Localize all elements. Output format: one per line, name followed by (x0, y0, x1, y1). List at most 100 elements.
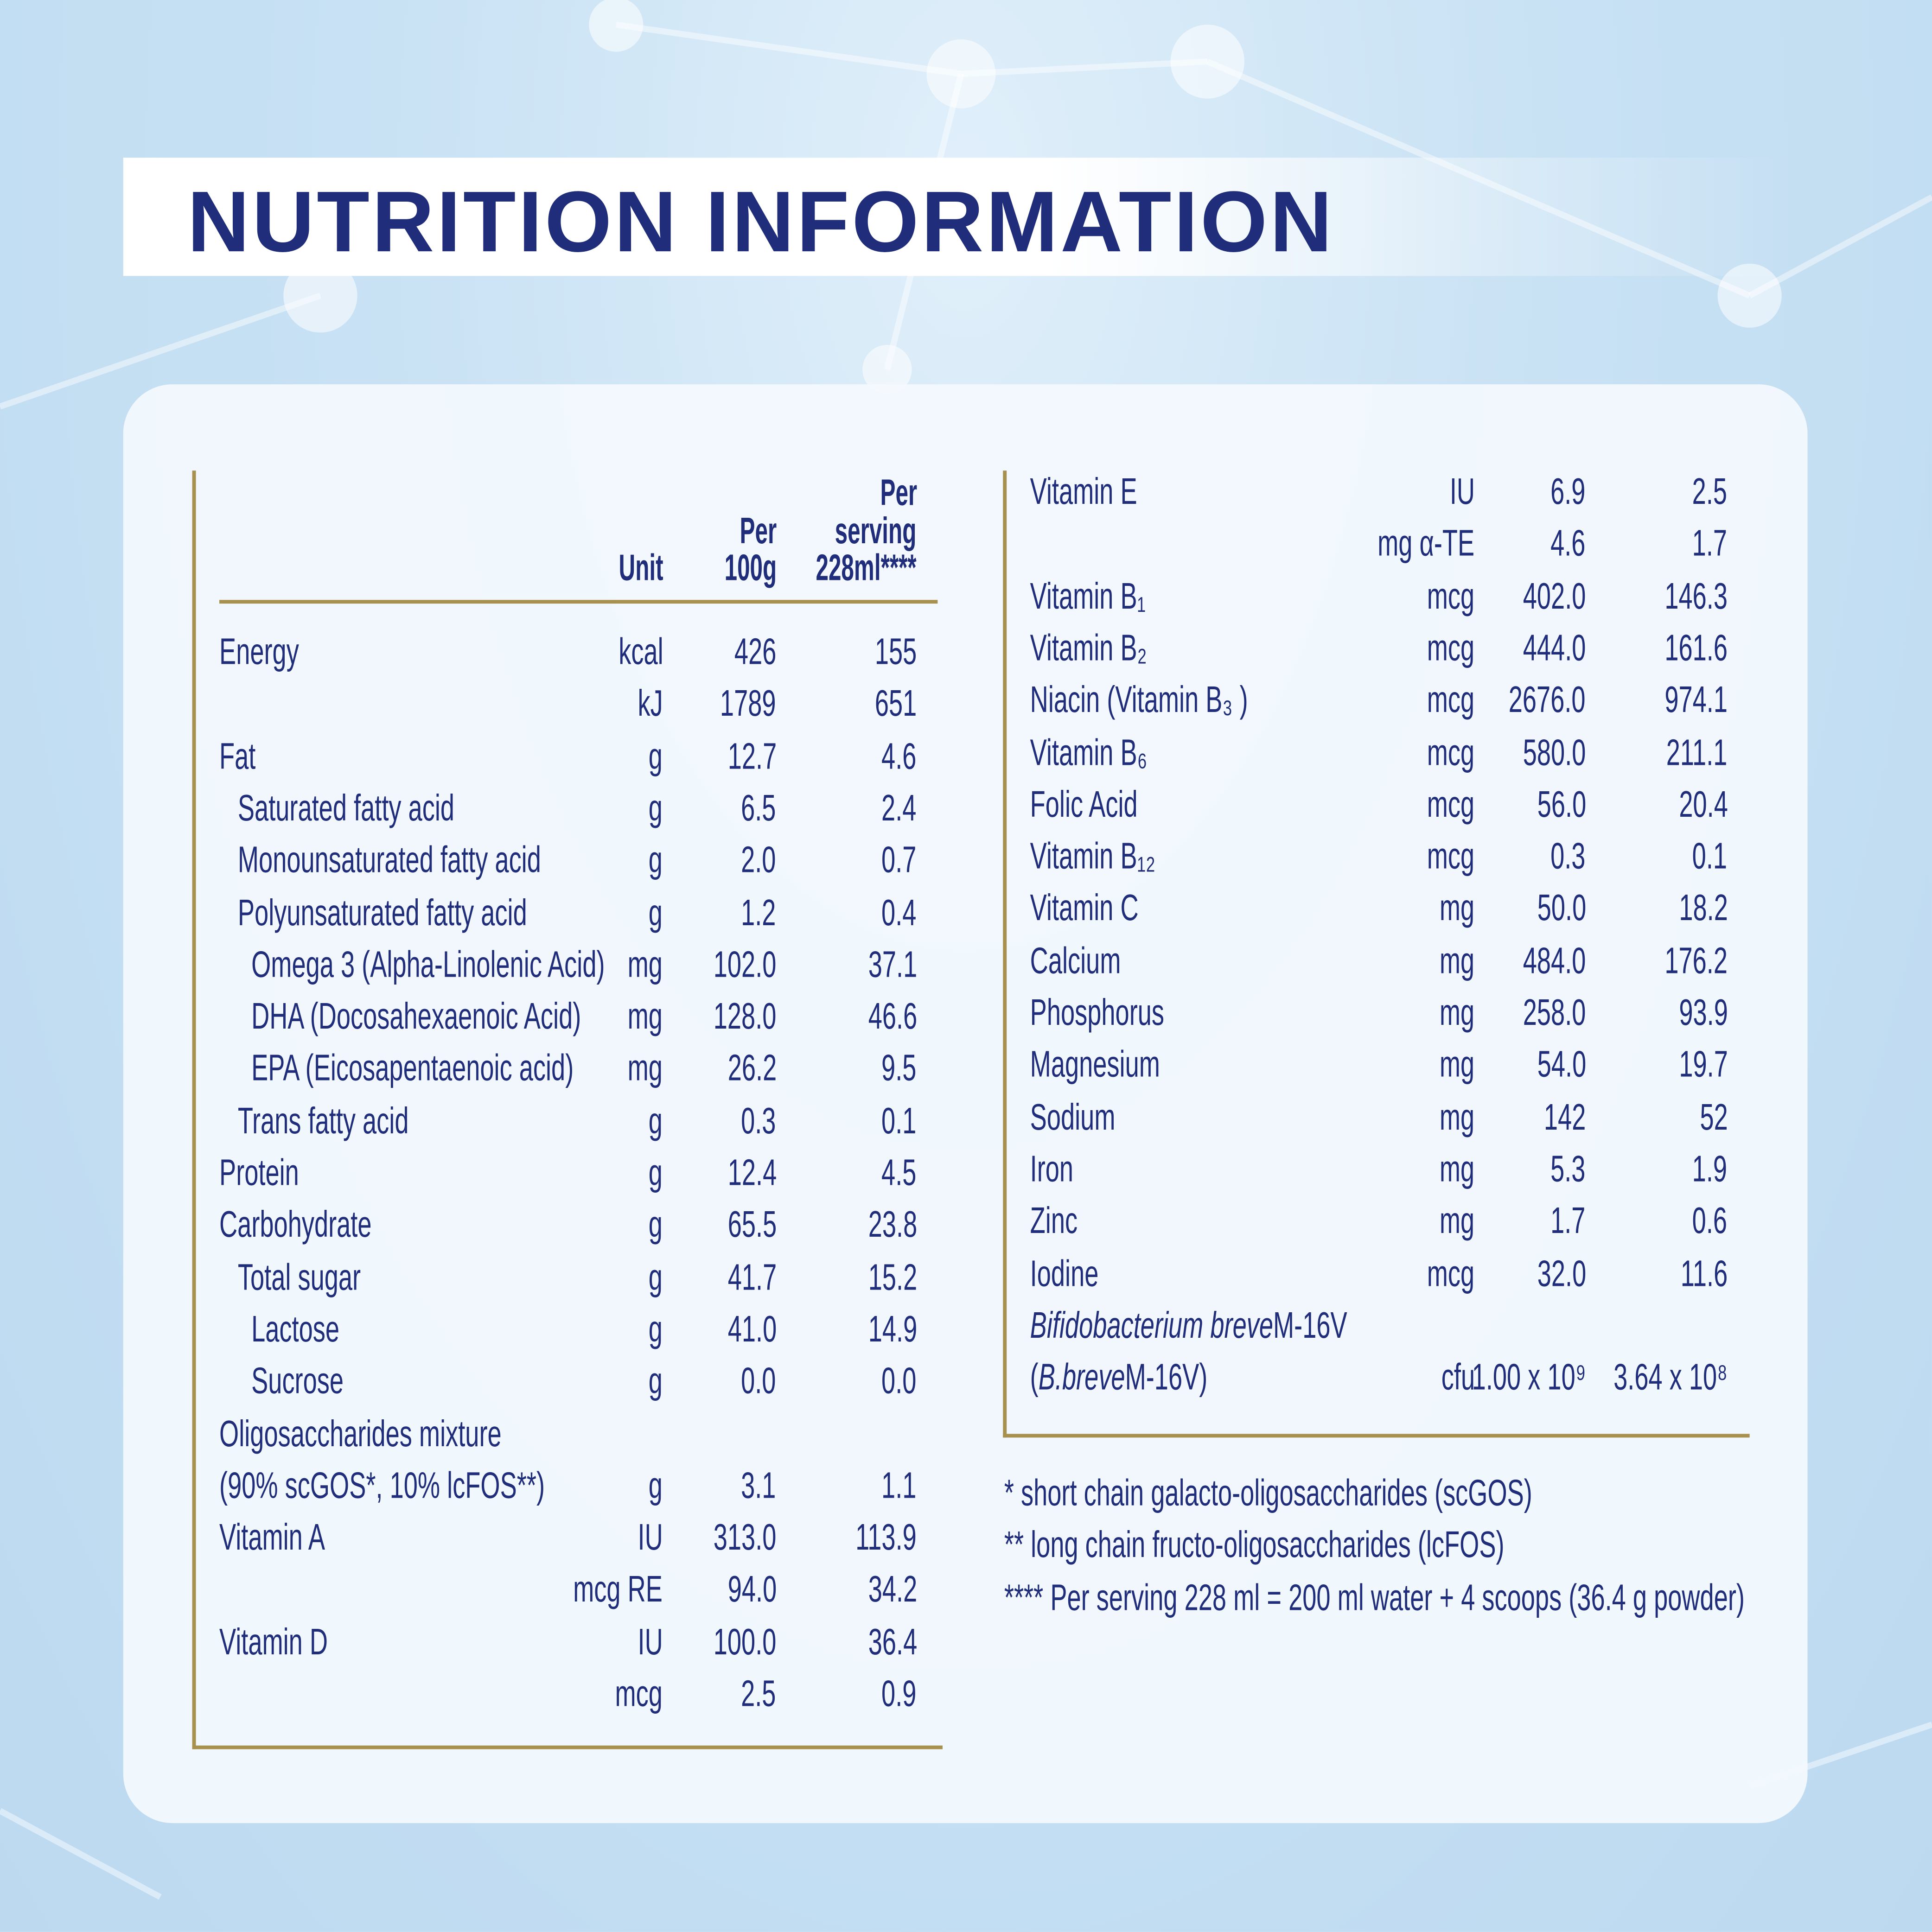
value-per-100g: 128.0 (713, 997, 777, 1037)
value-per-100g: 402.0 (1523, 576, 1586, 617)
value-per-serving: 0.0 (881, 1361, 917, 1402)
left-table-border-left (192, 470, 196, 1749)
nutrient-unit: mcg (615, 1674, 663, 1715)
value-per-serving: 0.6 (1692, 1201, 1728, 1242)
value-per-serving: 4.5 (881, 1153, 917, 1194)
nutrient-name: Zinc (1030, 1201, 1078, 1242)
nutrient-unit: g (649, 736, 663, 777)
nutrient-name: Magnesium (1030, 1045, 1160, 1086)
nutrient-unit: IU (638, 1518, 663, 1558)
nutrient-unit: mcg (1427, 1253, 1475, 1294)
nutrient-name: Vitamin B₆ (1030, 732, 1148, 773)
value-per-serving: 36.4 (867, 1622, 917, 1663)
value-per-100g: 12.7 (727, 736, 777, 777)
nutrient-unit: IU (638, 1622, 663, 1663)
nutrient-unit: mg (628, 944, 663, 985)
value-per-100g: 2.0 (741, 840, 777, 881)
header-serving-line3: 228ml**** (816, 548, 917, 589)
value-per-100g: 0.0 (741, 1361, 777, 1402)
nutrient-unit: g (649, 788, 663, 829)
nutrient-name: Carbohydrate (219, 1205, 372, 1246)
nutrient-name: Omega 3 (Alpha-Linolenic Acid) (251, 944, 605, 985)
nutrient-name: Vitamin A (219, 1518, 325, 1558)
value-per-100g: 4.6 (1550, 524, 1586, 565)
name-part: B.breve (1038, 1357, 1125, 1398)
value-per-100g: 3.1 (741, 1465, 777, 1506)
value-per-serving: 113.9 (855, 1518, 917, 1558)
value-per-serving: 155 (874, 632, 917, 673)
nutrient-unit: kcal (618, 632, 663, 673)
value-per-100g: 32.0 (1537, 1253, 1586, 1294)
nutrient-unit: mg (1440, 1149, 1475, 1190)
value-per-serving: 1.9 (1692, 1149, 1728, 1190)
value-per-100g: 56.0 (1537, 784, 1586, 825)
nutrient-name: Energy (219, 632, 299, 673)
value-per-100g: 444.0 (1523, 628, 1586, 669)
name-part: Bifidobacterium breve (1030, 1305, 1274, 1347)
value-per-100g: 0.3 (1550, 836, 1586, 877)
nutrient-name: Lactose (251, 1309, 340, 1350)
value-per-serving: 18.2 (1678, 889, 1728, 929)
value-per-100g: 100.0 (713, 1622, 777, 1663)
nutrient-unit: g (649, 1309, 663, 1350)
value-per-100g: 313.0 (713, 1518, 777, 1558)
nutrient-name: Vitamin B₁ (1030, 576, 1146, 617)
right-table-border-left (1003, 470, 1007, 1438)
nutrient-unit: mg (628, 1049, 663, 1090)
value-per-100g: 5.3 (1550, 1149, 1586, 1190)
nutrient-name: EPA (Eicosapentaenoic acid) (251, 1049, 574, 1090)
value-per-serving: 2.4 (881, 788, 917, 829)
nutrient-unit: mcg (1427, 836, 1475, 877)
nutrient-unit: mg (1440, 889, 1475, 929)
header-per100-line2: 100g (724, 548, 777, 589)
value-per-serving: 93.9 (1678, 992, 1728, 1034)
nutrition-card (123, 384, 1808, 1824)
nutrient-name: Trans fatty acid (237, 1100, 409, 1142)
value-per-serving: 0.4 (881, 892, 917, 934)
value-per-serving: 9.5 (881, 1049, 917, 1090)
value-per-serving: 0.9 (881, 1674, 917, 1715)
nutrient-name: (B.breve M-16V) (1030, 1358, 1291, 1399)
value-per-serving: 46.6 (867, 997, 917, 1037)
value-per-serving: 161.6 (1664, 628, 1728, 669)
nutrient-unit: g (649, 1153, 663, 1194)
nutrient-name: Bifidobacterium breve M-16V (1030, 1305, 1497, 1347)
nutrient-name: (90% scGOS*, 10% lcFOS**) (219, 1465, 545, 1506)
value-per-serving: 2.5 (1692, 471, 1728, 513)
nutrient-unit: mcg (1427, 784, 1475, 825)
value-per-serving: 0.7 (881, 840, 917, 881)
nutrient-unit: mcg (1427, 680, 1475, 721)
value-per-serving: 14.9 (867, 1309, 917, 1350)
nutrient-name: Vitamin C (1030, 889, 1139, 929)
nutrient-unit: mg (628, 997, 663, 1037)
footnote: ** long chain fructo-oligosaccharides (l… (1004, 1525, 1505, 1566)
nutrient-unit: g (649, 1205, 663, 1246)
value-per-100g: 50.0 (1537, 889, 1586, 929)
left-table-border-bottom (192, 1745, 943, 1749)
header-per100-line1: Per (739, 511, 777, 552)
value-per-100g: 2.5 (741, 1674, 777, 1715)
nutrient-unit: mg (1440, 992, 1475, 1034)
value-per-serving: 974.1 (1664, 680, 1728, 721)
footnote: **** Per serving 228 ml = 200 ml water +… (1004, 1577, 1745, 1618)
nutrient-unit: mcg (1427, 576, 1475, 617)
nutrient-name: Polyunsaturated fatty acid (237, 892, 527, 934)
value-per-100g: 0.3 (741, 1100, 777, 1142)
value-per-serving: 11.6 (1680, 1253, 1728, 1294)
nutrient-unit: g (649, 1361, 663, 1402)
value-per-100g: 26.2 (727, 1049, 777, 1090)
value-per-100g: 65.5 (727, 1205, 777, 1246)
value-per-100g: 6.5 (741, 788, 777, 829)
nutrient-unit: mg (1440, 1097, 1475, 1138)
value-per-100g: 484.0 (1523, 941, 1586, 982)
value-per-serving: 3.64 x 10⁸ (1613, 1357, 1728, 1398)
value-per-serving: 651 (874, 684, 917, 725)
value-per-100g: 258.0 (1523, 992, 1586, 1034)
value-per-serving: 4.6 (881, 736, 917, 777)
value-per-serving: 15.2 (867, 1257, 917, 1298)
header-unit: Unit (618, 548, 663, 589)
nutrient-name: Calcium (1030, 941, 1121, 982)
nutrient-name: Phosphorus (1030, 992, 1165, 1034)
nutrient-unit: cfu (1441, 1357, 1475, 1398)
